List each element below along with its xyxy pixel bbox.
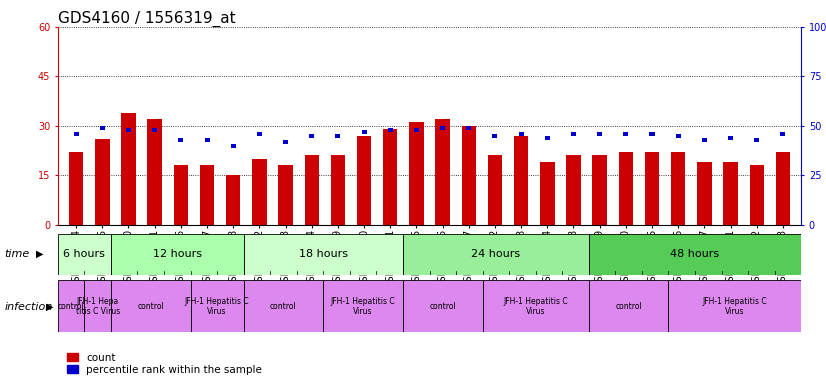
Bar xyxy=(754,137,759,142)
Bar xyxy=(519,132,524,136)
Bar xyxy=(330,156,345,225)
Bar xyxy=(545,136,550,140)
Bar xyxy=(514,136,529,225)
Bar xyxy=(403,234,589,275)
Bar xyxy=(152,128,157,132)
Bar xyxy=(435,119,450,225)
Bar xyxy=(488,156,502,225)
Bar xyxy=(362,130,367,134)
Bar xyxy=(724,162,738,225)
Bar xyxy=(230,144,235,147)
Bar xyxy=(323,280,403,332)
Bar xyxy=(482,280,589,332)
Bar xyxy=(205,137,210,142)
Text: ▶: ▶ xyxy=(36,249,43,259)
Bar xyxy=(84,280,111,332)
Bar xyxy=(383,129,397,225)
Text: 48 hours: 48 hours xyxy=(671,249,719,260)
Text: time: time xyxy=(4,249,30,259)
Bar xyxy=(126,128,131,132)
Bar xyxy=(357,136,371,225)
Bar xyxy=(95,139,110,225)
Bar xyxy=(649,132,654,136)
Bar xyxy=(589,280,668,332)
Text: control: control xyxy=(137,302,164,311)
Bar xyxy=(252,159,267,225)
Bar xyxy=(257,132,262,136)
Text: JFH-1 Hepatitis C
Virus: JFH-1 Hepatitis C Virus xyxy=(503,296,568,316)
Bar xyxy=(278,166,292,225)
Bar xyxy=(592,156,607,225)
Bar xyxy=(624,132,629,136)
Text: 12 hours: 12 hours xyxy=(153,249,202,260)
Bar xyxy=(335,134,340,137)
Bar xyxy=(645,152,659,225)
Bar xyxy=(191,280,244,332)
Bar xyxy=(776,152,790,225)
Bar xyxy=(466,126,472,130)
Text: 24 hours: 24 hours xyxy=(472,249,520,260)
Bar xyxy=(100,126,105,130)
Bar xyxy=(111,234,244,275)
Bar xyxy=(589,234,801,275)
Bar xyxy=(567,156,581,225)
Bar xyxy=(676,134,681,137)
Text: control: control xyxy=(58,302,84,311)
Text: infection: infection xyxy=(4,302,52,312)
Bar xyxy=(387,128,393,132)
Bar xyxy=(540,162,554,225)
Bar xyxy=(671,152,686,225)
Bar xyxy=(749,166,764,225)
Text: 18 hours: 18 hours xyxy=(299,249,348,260)
Bar xyxy=(492,134,497,137)
Bar xyxy=(148,119,162,225)
Bar xyxy=(178,137,183,142)
Bar xyxy=(702,137,707,142)
Bar xyxy=(409,122,424,225)
Bar xyxy=(305,156,319,225)
Text: 6 hours: 6 hours xyxy=(64,249,105,260)
Bar xyxy=(69,152,83,225)
Bar xyxy=(111,280,191,332)
Bar xyxy=(403,280,482,332)
Bar xyxy=(309,134,314,137)
Bar xyxy=(619,152,633,225)
Bar xyxy=(781,132,786,136)
Bar xyxy=(226,175,240,225)
Text: control: control xyxy=(430,302,456,311)
Bar xyxy=(173,166,188,225)
Bar xyxy=(58,280,84,332)
Bar xyxy=(571,132,576,136)
Bar xyxy=(414,128,419,132)
Text: JFH-1 Hepatitis C
Virus: JFH-1 Hepatitis C Virus xyxy=(703,296,767,316)
Text: control: control xyxy=(615,302,642,311)
Bar xyxy=(462,126,476,225)
Text: JFH-1 Hepatitis C
Virus: JFH-1 Hepatitis C Virus xyxy=(185,296,249,316)
Bar xyxy=(244,280,323,332)
Bar xyxy=(283,140,288,144)
Bar xyxy=(440,126,445,130)
Bar xyxy=(668,280,801,332)
Text: GDS4160 / 1556319_at: GDS4160 / 1556319_at xyxy=(58,11,235,27)
Text: ▶: ▶ xyxy=(46,302,54,312)
Bar xyxy=(200,166,214,225)
Text: JFH-1 Hepa
titis C Virus: JFH-1 Hepa titis C Virus xyxy=(75,296,120,316)
Legend: count, percentile rank within the sample: count, percentile rank within the sample xyxy=(63,348,266,379)
Bar xyxy=(728,136,733,140)
Bar xyxy=(597,132,602,136)
Text: JFH-1 Hepatitis C
Virus: JFH-1 Hepatitis C Virus xyxy=(331,296,396,316)
Bar xyxy=(74,132,78,136)
Text: control: control xyxy=(270,302,297,311)
Bar xyxy=(697,162,711,225)
Bar xyxy=(244,234,403,275)
Bar xyxy=(121,113,135,225)
Bar xyxy=(58,234,111,275)
